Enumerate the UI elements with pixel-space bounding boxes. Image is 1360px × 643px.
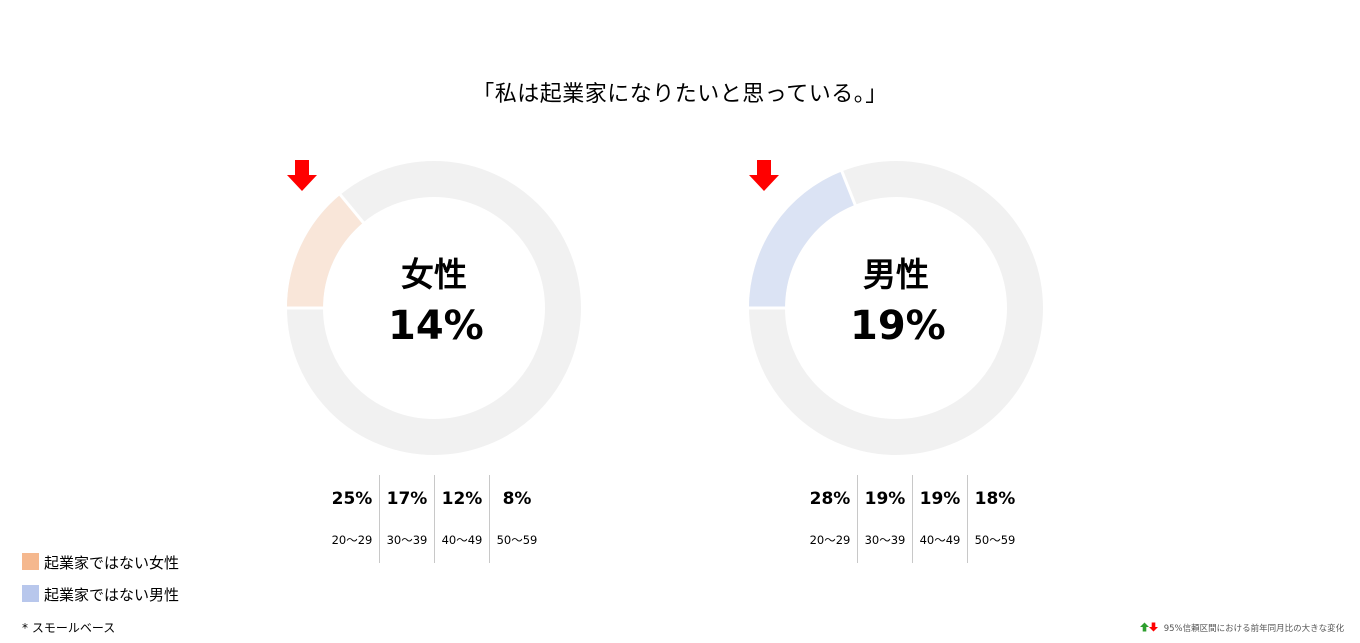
age-group-30-39: 19% 30〜39 (858, 475, 912, 563)
age-group-value: 12% (441, 489, 483, 509)
age-group-value: 8% (502, 489, 532, 509)
donut-women-gap-start (338, 193, 366, 225)
chart-title: 「私は起業家になりたいと思っている。」 (472, 82, 888, 107)
legend-swatch-women (22, 553, 39, 570)
age-group-50-59: 8% 50〜59 (490, 475, 544, 563)
donut-men-segment (749, 171, 856, 309)
age-group-range: 30〜39 (864, 533, 906, 547)
age-group-value: 17% (386, 489, 428, 509)
age-divider (912, 475, 913, 563)
age-group-20-29: 25% 20〜29 (325, 475, 379, 563)
age-group-range: 20〜29 (809, 533, 851, 547)
significance-note-text: 95%信頼区間における前年同月比の大きな変化 (1163, 624, 1345, 634)
significance-note: 95%信頼区間における前年同月比の大きな変化 (1140, 622, 1344, 634)
age-group-range: 40〜49 (441, 533, 483, 547)
age-group-range: 20〜29 (331, 533, 373, 547)
age-group-range: 50〜59 (496, 533, 538, 547)
age-group-50-59: 18% 50〜59 (968, 475, 1022, 563)
donut-men-label: 男性 (863, 255, 929, 294)
donut-men: 男性 19% (748, 160, 1044, 456)
age-group-value: 19% (864, 489, 906, 509)
age-group-range: 30〜39 (386, 533, 428, 547)
donut-men-svg (748, 161, 1043, 455)
donut-men-value: 19% (850, 303, 946, 349)
donut-women: 女性 14% (286, 160, 582, 456)
age-breakdown-women: 25% 20〜29 17% 30〜39 12% 40〜49 8% 50〜59 (325, 475, 545, 563)
age-group-20-29: 28% 20〜29 (803, 475, 857, 563)
legend-label-men: 起業家ではない男性 (44, 586, 180, 604)
donut-men-gap-start (840, 169, 857, 207)
age-group-range: 50〜59 (974, 533, 1016, 547)
down-arrow-icon (1149, 622, 1158, 632)
footnote: * スモールベース (22, 621, 116, 635)
donut-women-svg (286, 161, 581, 455)
age-group-value: 18% (974, 489, 1016, 509)
legend-label-women: 起業家ではない女性 (44, 554, 180, 572)
age-group-range: 40〜49 (919, 533, 961, 547)
age-divider (857, 475, 858, 563)
down-arrow-icon (749, 160, 779, 191)
age-breakdown-men: 28% 20〜29 19% 30〜39 19% 40〜49 18% 50〜59 (803, 475, 1023, 563)
age-group-40-49: 19% 40〜49 (913, 475, 967, 563)
age-group-40-49: 12% 40〜49 (435, 475, 489, 563)
donut-women-label: 女性 (401, 255, 467, 294)
age-divider (434, 475, 435, 563)
age-group-value: 28% (809, 489, 851, 509)
age-divider (967, 475, 968, 563)
age-group-value: 19% (919, 489, 961, 509)
age-group-30-39: 17% 30〜39 (380, 475, 434, 563)
down-arrow-icon (287, 160, 317, 191)
age-divider (379, 475, 380, 563)
up-arrow-icon (1140, 622, 1149, 632)
age-group-value: 25% (331, 489, 373, 509)
donut-women-segment (287, 194, 364, 309)
donut-women-value: 14% (388, 303, 484, 349)
age-divider (489, 475, 490, 563)
legend-swatch-men (22, 585, 39, 602)
